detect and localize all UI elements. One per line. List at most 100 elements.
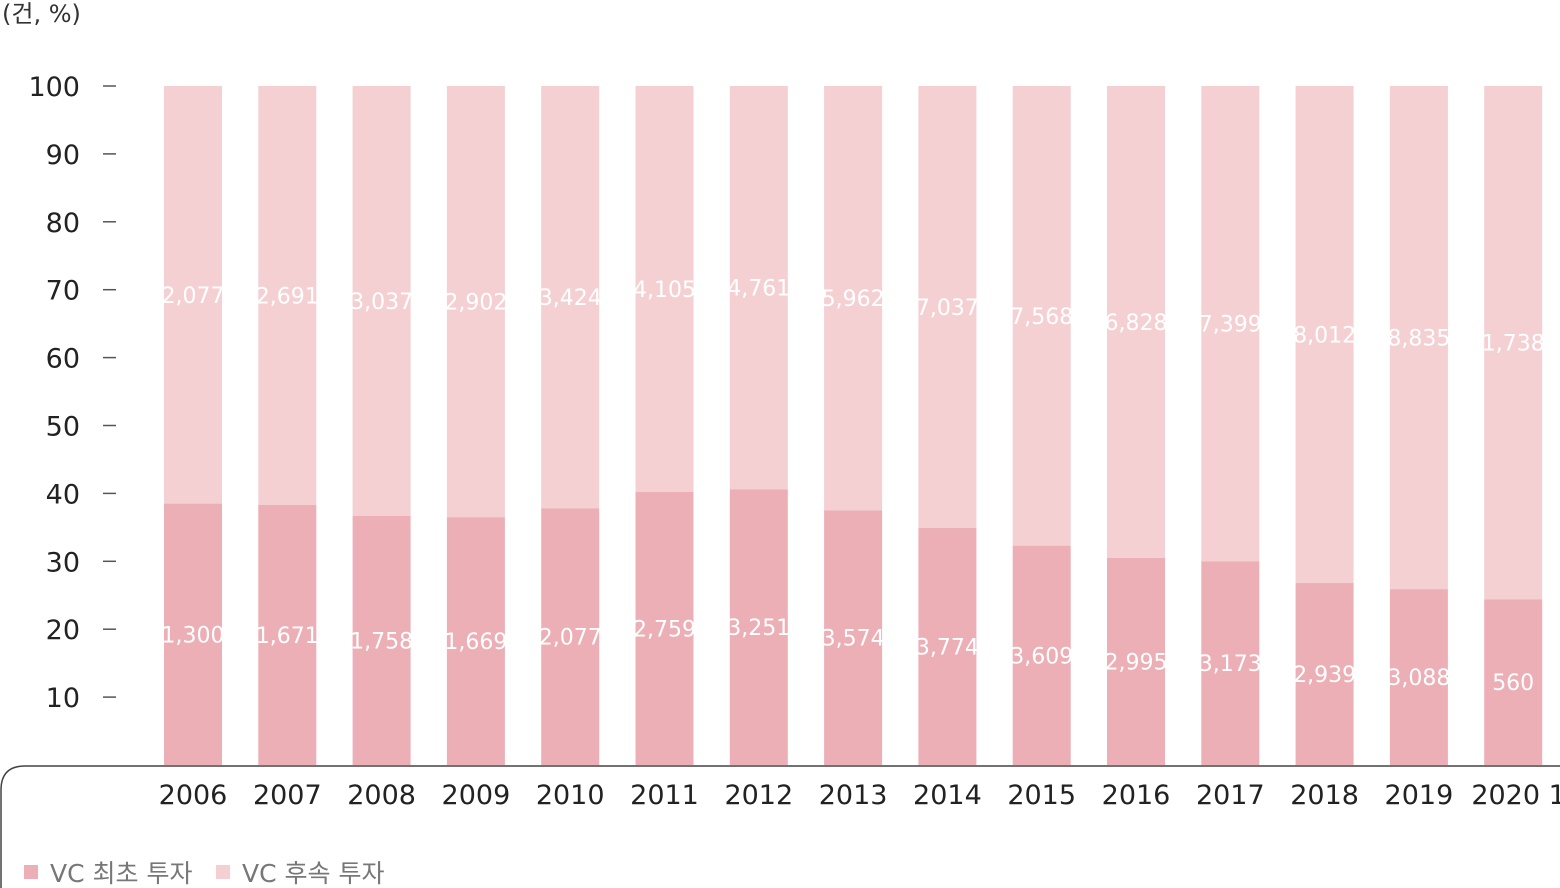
bar-followup	[164, 86, 222, 504]
bar-group: 2,077 1,300	[162, 86, 225, 765]
bar-followup	[446, 86, 505, 518]
data-label-followup: 2,691	[256, 284, 319, 309]
data-label-initial: 2,939	[1293, 663, 1356, 688]
bar-initial	[541, 508, 600, 765]
bar-group: 4,761 3,251	[727, 86, 790, 765]
y-tick-label: 100	[28, 72, 80, 103]
bar-initial	[635, 492, 694, 765]
bar-followup	[541, 86, 600, 509]
bar-initial	[918, 528, 977, 765]
bar-followup	[1295, 86, 1354, 584]
y-tick-label: 90	[46, 140, 80, 171]
bar-followup	[1012, 86, 1071, 546]
bar-initial	[1389, 589, 1448, 765]
bar-initial	[1201, 561, 1260, 765]
y-tick-label: 60	[46, 344, 80, 375]
data-label-followup: 7,037	[916, 296, 979, 321]
x-tick-label: 2020 1Q	[1471, 780, 1560, 811]
x-tick-label: 2015	[1007, 780, 1076, 811]
data-label-initial: 2,995	[1105, 650, 1168, 675]
x-tick-label: 2006	[159, 780, 228, 811]
bar-followup	[635, 86, 694, 493]
x-tick-label: 2012	[724, 780, 793, 811]
bar-initial	[446, 517, 505, 765]
bar-followup	[1107, 86, 1165, 558]
bar-followup	[352, 86, 411, 516]
bar-followup	[258, 86, 317, 505]
data-label-followup: 7,399	[1199, 313, 1262, 338]
bar-initial	[824, 510, 883, 765]
x-tick-label: 2010	[536, 780, 605, 811]
data-label-initial: 2,077	[539, 626, 602, 651]
bar-group: 7,568 3,609	[1010, 86, 1073, 765]
x-tick-label: 2013	[819, 780, 888, 811]
y-tick-label: 40	[46, 479, 80, 510]
x-tick-label: 2014	[913, 780, 982, 811]
x-tick-label: 2008	[347, 780, 416, 811]
x-tick-label: 2016	[1102, 780, 1171, 811]
bar-group: 6,828 2,995	[1105, 86, 1168, 765]
x-axis: 2006 2007 2008 2009 2010 2011 2012 2013 2014 2015…	[159, 780, 1560, 811]
bar-followup	[824, 86, 883, 511]
y-tick-label: 50	[46, 412, 80, 443]
data-label-initial: 1,669	[444, 630, 507, 655]
legend: VC 최초 투자 VC 후속 투자	[24, 859, 384, 888]
y-tick-label: 30	[46, 547, 80, 578]
data-label-followup: 6,828	[1105, 311, 1168, 336]
bar-followup	[918, 86, 977, 529]
y-tick-label: 20	[46, 615, 80, 646]
x-tick-label: 2011	[630, 780, 699, 811]
bar-group: 8,835 3,088	[1387, 86, 1450, 765]
bar-followup	[1484, 86, 1543, 600]
bar-initial	[164, 503, 222, 765]
bars: 2,077 1,300 2,691 1,671 3,037 1,758 2,902 1,669…	[162, 86, 1545, 765]
legend-swatch-followup	[216, 865, 230, 879]
bar-initial	[352, 515, 411, 765]
bar-group: 3,037 1,758	[350, 86, 413, 765]
bar-initial	[1012, 545, 1071, 765]
bar-group: 4,105 2,759	[633, 86, 696, 765]
x-tick-label: 2009	[442, 780, 511, 811]
bar-group: 7,399 3,173	[1199, 86, 1262, 765]
data-label-followup: 8,835	[1387, 327, 1450, 352]
data-label-initial: 2,759	[633, 618, 696, 643]
data-label-initial: 1,758	[350, 629, 413, 654]
bar-group: 1,738 560	[1482, 86, 1545, 765]
bar-group: 2,902 1,669	[444, 86, 507, 765]
bar-group: 2,691 1,671	[256, 86, 319, 765]
data-label-followup: 2,902	[444, 291, 507, 316]
bar-followup	[729, 86, 788, 490]
data-label-followup: 4,105	[633, 278, 696, 303]
data-label-initial: 3,609	[1010, 644, 1073, 669]
data-label-initial: 3,088	[1387, 666, 1450, 691]
y-tick-label: 10	[46, 683, 80, 714]
data-label-followup: 1,738	[1482, 332, 1545, 357]
unit-label: (건, %)	[2, 0, 81, 28]
legend-swatch-initial	[24, 865, 38, 879]
x-tick-label: 2018	[1290, 780, 1359, 811]
data-label-initial: 560	[1492, 671, 1534, 696]
bar-initial	[258, 504, 317, 765]
data-label-followup: 3,424	[539, 286, 602, 311]
x-tick-label: 2007	[253, 780, 322, 811]
bar-initial	[1484, 599, 1543, 765]
bar-initial	[1107, 557, 1165, 765]
data-label-initial: 3,774	[916, 636, 979, 661]
legend-label-initial: VC 최초 투자	[50, 859, 192, 888]
data-label-followup: 5,962	[822, 287, 885, 312]
data-label-initial: 1,300	[162, 623, 225, 648]
data-label-followup: 7,568	[1010, 305, 1073, 330]
data-label-followup: 2,077	[162, 284, 225, 309]
bar-initial	[729, 489, 788, 765]
bar-initial	[1295, 583, 1354, 765]
bar-followup	[1201, 86, 1260, 562]
data-label-initial: 3,574	[822, 627, 885, 652]
y-tick-label: 80	[46, 208, 80, 239]
x-tick-label: 2017	[1196, 780, 1265, 811]
data-label-initial: 1,671	[256, 624, 319, 649]
bar-group: 8,012 2,939	[1293, 86, 1356, 765]
legend-label-followup: VC 후속 투자	[242, 859, 384, 888]
x-tick-label: 2019	[1385, 780, 1454, 811]
bar-group: 3,424 2,077	[539, 86, 602, 765]
